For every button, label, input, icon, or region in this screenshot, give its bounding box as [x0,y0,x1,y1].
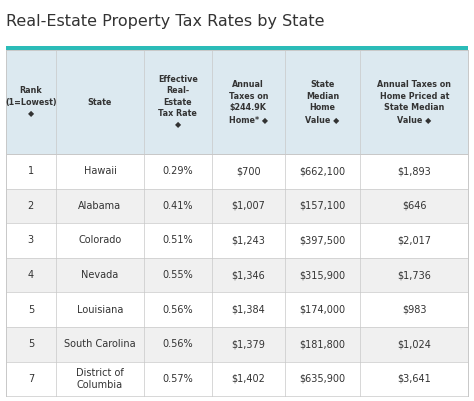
Bar [6,258,468,292]
Text: District of
Columbia: District of Columbia [76,368,124,390]
Text: Effective
Real-
Estate
Tax Rate
◆: Effective Real- Estate Tax Rate ◆ [158,75,198,130]
Text: $1,384: $1,384 [231,305,265,315]
Bar [6,50,468,154]
Text: $315,900: $315,900 [300,270,346,280]
Text: 4: 4 [28,270,34,280]
Text: $181,800: $181,800 [300,339,346,349]
Bar [6,223,468,258]
Text: 0.29%: 0.29% [163,166,193,176]
Text: State
Median
Home
Value ◆: State Median Home Value ◆ [305,80,339,124]
Text: Annual
Taxes on
$244.9K
Home* ◆: Annual Taxes on $244.9K Home* ◆ [228,80,268,124]
Text: Nevada: Nevada [82,270,118,280]
Text: $700: $700 [236,166,261,176]
Bar [6,46,468,50]
Text: 5: 5 [27,339,34,349]
Bar [6,327,468,362]
Text: 5: 5 [27,305,34,315]
Text: $2,017: $2,017 [397,235,431,245]
Text: 1: 1 [28,166,34,176]
Text: $3,641: $3,641 [397,374,431,384]
Text: 0.57%: 0.57% [163,374,193,384]
Text: $1,024: $1,024 [397,339,431,349]
Text: 0.51%: 0.51% [163,235,193,245]
Text: $1,736: $1,736 [397,270,431,280]
Text: Alabama: Alabama [78,201,121,211]
Text: $646: $646 [402,201,427,211]
Text: $983: $983 [402,305,427,315]
Text: State: State [88,97,112,107]
Text: $635,900: $635,900 [300,374,346,384]
Bar [6,154,468,188]
Text: 2: 2 [27,201,34,211]
Text: Hawaii: Hawaii [83,166,117,176]
Text: Annual Taxes on
Home Priced at
State Median
Value ◆: Annual Taxes on Home Priced at State Med… [377,80,451,124]
Text: $1,007: $1,007 [231,201,265,211]
Text: $174,000: $174,000 [300,305,346,315]
Text: Rank
(1=Lowest)
◆: Rank (1=Lowest) ◆ [5,86,57,118]
Text: $662,100: $662,100 [300,166,346,176]
Text: Louisiana: Louisiana [77,305,123,315]
Bar [6,362,468,396]
Text: South Carolina: South Carolina [64,339,136,349]
Text: 0.41%: 0.41% [163,201,193,211]
Text: $1,346: $1,346 [231,270,265,280]
Text: $1,402: $1,402 [231,374,265,384]
Text: 0.55%: 0.55% [163,270,193,280]
Text: 0.56%: 0.56% [163,305,193,315]
Text: $1,243: $1,243 [231,235,265,245]
Bar [6,188,468,223]
Text: 0.56%: 0.56% [163,339,193,349]
Text: $157,100: $157,100 [300,201,346,211]
Text: Real-Estate Property Tax Rates by State: Real-Estate Property Tax Rates by State [6,14,324,29]
Text: Colorado: Colorado [78,235,122,245]
Text: 7: 7 [27,374,34,384]
Text: $1,379: $1,379 [231,339,265,349]
Text: $1,893: $1,893 [397,166,431,176]
Text: 3: 3 [28,235,34,245]
Bar [6,292,468,327]
Text: $397,500: $397,500 [300,235,346,245]
